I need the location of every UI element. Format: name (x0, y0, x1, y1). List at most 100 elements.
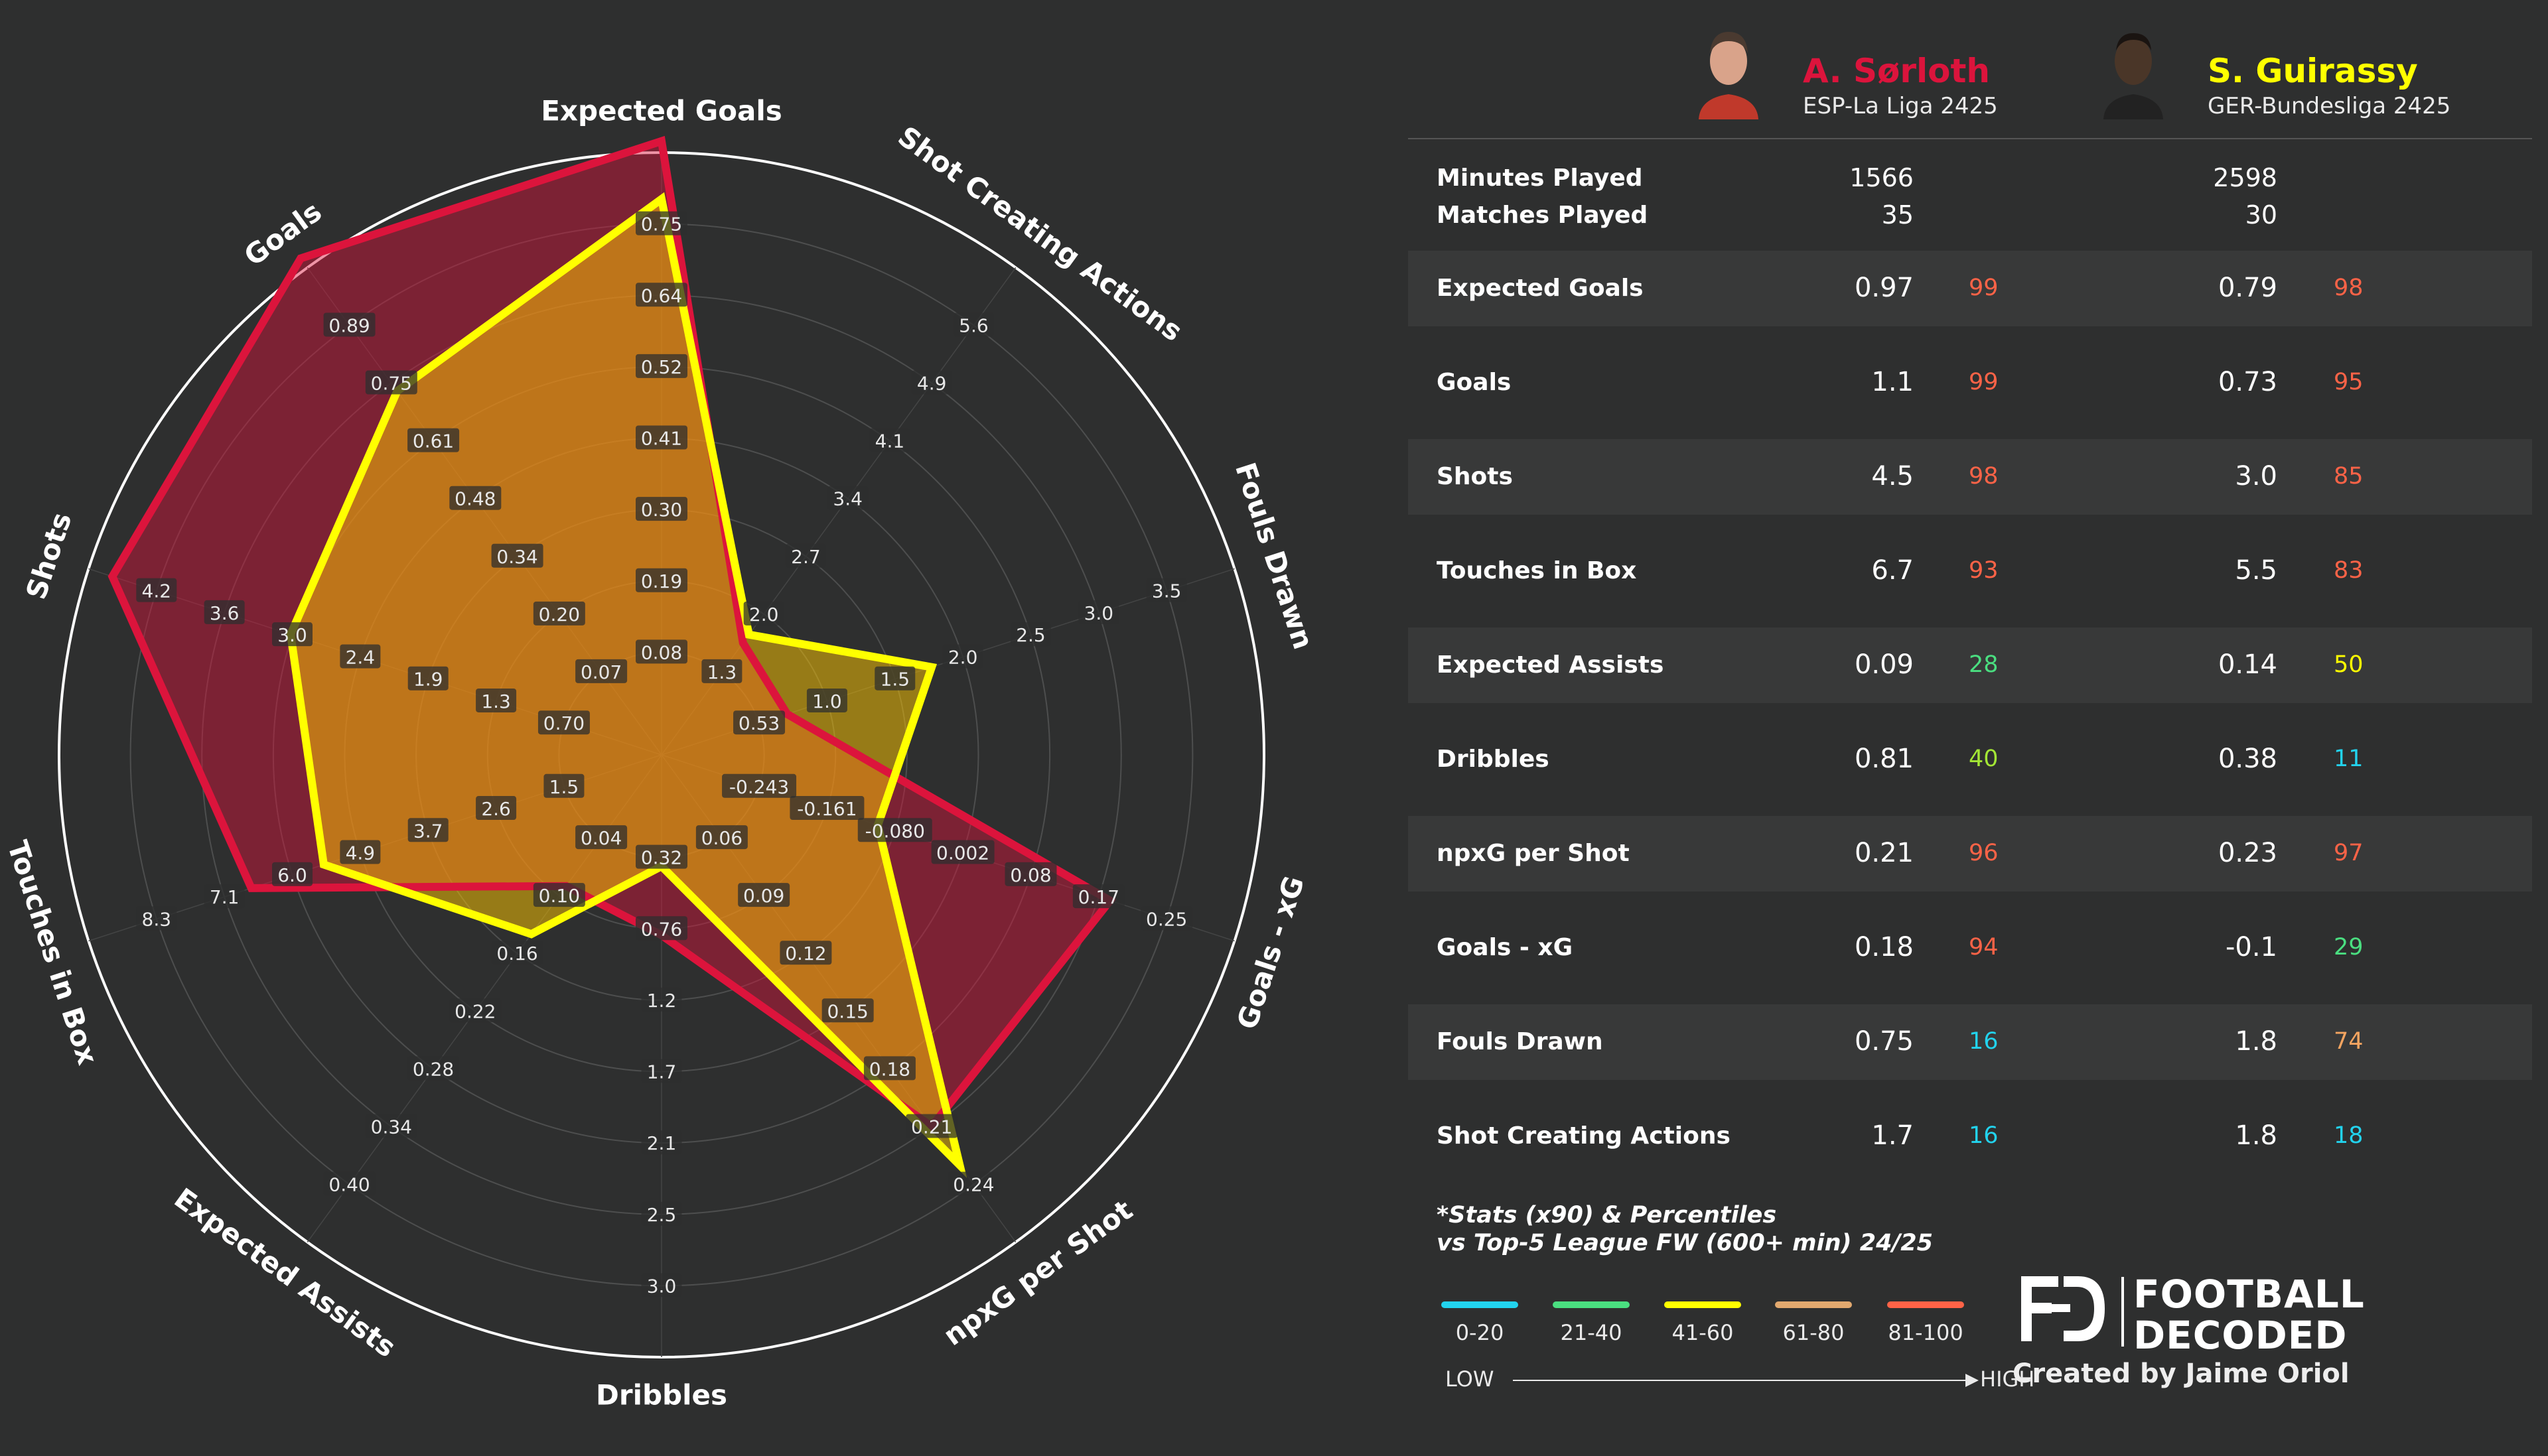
svg-text:4.1: 4.1 (875, 430, 905, 452)
tick-label: 0.34 (491, 543, 543, 568)
tick-label: 0.22 (449, 998, 502, 1023)
player2-stat-value: -0.1 (2225, 932, 2277, 962)
credit-text: Created by Jaime Oriol (2013, 1358, 2350, 1389)
svg-text:0.75: 0.75 (371, 373, 412, 395)
tick-label: 4.9 (340, 840, 381, 864)
footnote-line2: vs Top-5 League FW (600+ min) 24/25 (1437, 1230, 1933, 1256)
tick-label: 1.3 (476, 688, 517, 712)
axis-label: Expected Assists (169, 1181, 402, 1363)
tick-label: 3.6 (204, 600, 245, 624)
player2-percentile: 83 (2334, 557, 2364, 584)
axis-label: Dribbles (596, 1379, 727, 1412)
stat-row: npxG per Shot 0.21 96 0.23 97 (1408, 816, 2532, 892)
stat-label: npxG per Shot (1437, 840, 1630, 867)
svg-text:0.17: 0.17 (1078, 886, 1119, 908)
svg-text:7.1: 7.1 (210, 886, 240, 908)
svg-text:0.18: 0.18 (869, 1058, 910, 1080)
player1-stat-value: 0.81 (1854, 744, 1914, 774)
tick-label: 2.0 (942, 644, 983, 669)
svg-text:4.9: 4.9 (917, 373, 947, 395)
player1-name: A. Sørloth (1803, 52, 1991, 90)
tick-label: 3.0 (272, 622, 313, 647)
player1-stat-value: 0.18 (1854, 932, 1914, 962)
tick-label: 7.1 (204, 884, 245, 909)
svg-text:0.61: 0.61 (413, 430, 454, 452)
tick-label: 0.41 (636, 425, 687, 450)
brand-logo-icon (2021, 1276, 2105, 1341)
player1-percentile: 99 (1969, 275, 1999, 301)
tick-label: 2.7 (785, 543, 826, 568)
tick-label: 2.4 (340, 644, 381, 669)
stat-label: Dribbles (1437, 746, 1549, 773)
tick-label: 0.15 (821, 998, 874, 1023)
tick-label: 0.20 (533, 601, 585, 626)
player2-percentile: 50 (2334, 651, 2364, 678)
tick-label: 2.0 (743, 601, 784, 626)
player1-minutes: 1566 (1849, 163, 1914, 192)
svg-text:3.7: 3.7 (413, 820, 443, 842)
svg-text:2.0: 2.0 (749, 604, 779, 626)
tick-label: 3.0 (641, 1273, 682, 1297)
tick-label: 0.52 (636, 354, 687, 378)
tick-label: 0.10 (533, 883, 585, 907)
svg-text:4.2: 4.2 (142, 580, 172, 602)
legend-swatch (1887, 1301, 1964, 1308)
legend-swatch (1553, 1301, 1630, 1308)
footnote-line1: *Stats (x90) & Percentiles (1437, 1202, 1777, 1228)
stat-row: Goals - xG 0.18 94 -0.1 29 (1408, 910, 2532, 986)
stat-row: Dribbles 0.81 40 0.38 11 (1408, 722, 2532, 797)
svg-text:1.7: 1.7 (647, 1061, 677, 1083)
svg-text:3.0: 3.0 (277, 624, 307, 646)
legend-label: 61-80 (1782, 1320, 1845, 1345)
player2-percentile: 95 (2334, 369, 2364, 395)
svg-text:0.28: 0.28 (413, 1058, 454, 1080)
svg-text:3.4: 3.4 (833, 488, 863, 510)
tick-label: 1.3 (701, 659, 743, 683)
svg-text:4.9: 4.9 (346, 842, 376, 864)
stat-row: Expected Goals 0.97 99 0.79 98 (1408, 251, 2532, 326)
scale-high: HIGH (1980, 1366, 2035, 1392)
tick-label: 1.2 (641, 987, 682, 1012)
tick-label: 6.0 (272, 862, 313, 886)
svg-text:0.08: 0.08 (641, 641, 682, 663)
tick-label: 1.7 (641, 1059, 682, 1083)
legend-label: 81-100 (1888, 1320, 1963, 1345)
svg-text:0.08: 0.08 (1010, 864, 1051, 886)
tick-label: 0.30 (636, 497, 687, 521)
player2-percentile: 97 (2334, 840, 2364, 866)
player1-avatar (1693, 20, 1764, 119)
svg-text:-0.243: -0.243 (729, 776, 789, 798)
legend-label: 0-20 (1455, 1320, 1504, 1345)
player2-stat-value: 0.38 (2218, 744, 2277, 774)
svg-text:3.0: 3.0 (647, 1275, 677, 1297)
stat-row: Goals 1.1 99 0.73 95 (1408, 345, 2532, 421)
svg-text:0.76: 0.76 (641, 918, 682, 940)
svg-text:5.6: 5.6 (959, 314, 989, 336)
player2-percentile: 98 (2334, 275, 2364, 301)
svg-text:0.40: 0.40 (328, 1174, 370, 1196)
player2-stat-value: 1.8 (2235, 1026, 2277, 1057)
svg-text:0.52: 0.52 (641, 356, 682, 378)
player1-percentile: 96 (1969, 840, 1999, 866)
brand-line2: DECODED (2133, 1313, 2348, 1358)
tick-label: 0.06 (695, 825, 748, 850)
legend-swatch (1441, 1301, 1518, 1308)
player1-stat-value: 0.09 (1854, 649, 1914, 680)
svg-text:-0.161: -0.161 (797, 798, 857, 820)
tick-label: 3.4 (827, 486, 869, 510)
tick-label: 4.1 (869, 428, 910, 452)
scale-low: LOW (1445, 1366, 1494, 1392)
tick-label: 0.48 (449, 486, 502, 510)
player1-stat-value: 0.75 (1854, 1026, 1914, 1057)
svg-text:0.64: 0.64 (641, 285, 682, 306)
player1-stat-value: 0.21 (1854, 838, 1914, 868)
player2-percentile: 85 (2334, 463, 2364, 490)
player1-percentile: 94 (1969, 934, 1999, 960)
player1-matches: 35 (1881, 200, 1914, 230)
stat-row: Shots 4.5 98 3.0 85 (1408, 439, 2532, 515)
svg-text:0.22: 0.22 (455, 1000, 496, 1022)
svg-text:0.75: 0.75 (641, 214, 682, 235)
tick-label: 0.08 (1005, 862, 1057, 886)
svg-text:2.7: 2.7 (791, 546, 821, 568)
legend-swatch (1775, 1301, 1852, 1308)
